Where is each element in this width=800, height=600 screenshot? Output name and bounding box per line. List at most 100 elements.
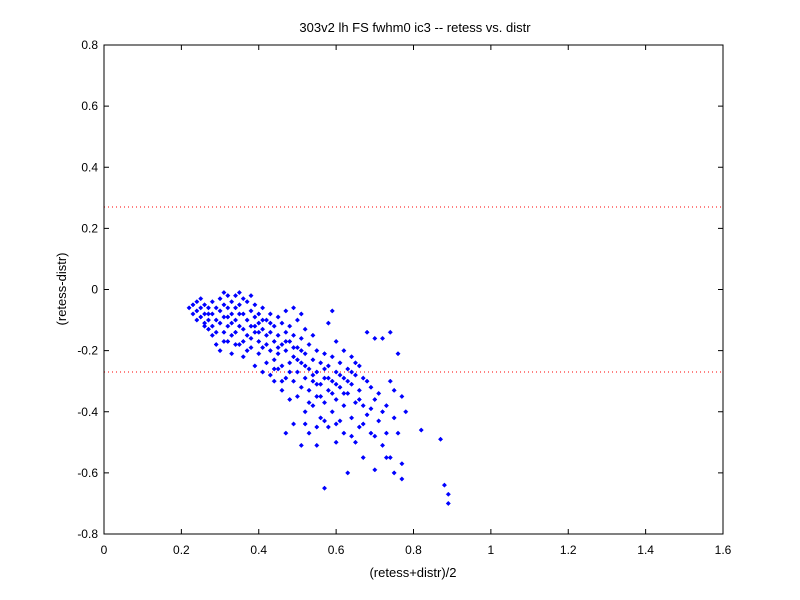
data-point bbox=[225, 338, 231, 345]
data-point bbox=[399, 393, 405, 400]
data-point bbox=[318, 360, 324, 366]
data-point bbox=[236, 311, 242, 317]
data-point bbox=[202, 302, 208, 308]
data-point bbox=[283, 338, 289, 345]
y-tick-label: 0.2 bbox=[81, 221, 98, 235]
data-point bbox=[240, 311, 246, 317]
x-tick-label: 0.2 bbox=[173, 543, 190, 557]
data-point bbox=[360, 455, 366, 461]
data-point bbox=[260, 305, 266, 311]
x-tick-label: 1.2 bbox=[560, 543, 577, 557]
data-point bbox=[263, 341, 270, 348]
data-point bbox=[209, 332, 215, 338]
data-point bbox=[379, 335, 386, 341]
data-point bbox=[202, 323, 208, 329]
data-point bbox=[275, 345, 281, 351]
data-point bbox=[291, 345, 297, 351]
data-point bbox=[387, 378, 393, 384]
data-point bbox=[186, 305, 192, 311]
data-point bbox=[418, 427, 424, 433]
data-point bbox=[364, 329, 370, 335]
data-point bbox=[213, 341, 219, 348]
data-point bbox=[306, 341, 312, 348]
data-point bbox=[314, 369, 320, 375]
data-point bbox=[372, 335, 378, 341]
data-point bbox=[232, 329, 239, 335]
x-tick-label: 0.6 bbox=[328, 543, 345, 557]
data-point bbox=[310, 403, 316, 409]
data-point bbox=[236, 302, 242, 308]
y-tick-label: -0.2 bbox=[77, 344, 98, 358]
data-point bbox=[248, 345, 254, 351]
data-point bbox=[205, 326, 212, 332]
data-point bbox=[232, 317, 239, 323]
data-point bbox=[368, 430, 374, 436]
data-point bbox=[291, 421, 297, 427]
data-point bbox=[229, 320, 235, 326]
data-point bbox=[271, 357, 277, 363]
data-point bbox=[198, 296, 204, 302]
data-point bbox=[306, 400, 312, 406]
data-point bbox=[287, 369, 293, 375]
data-point bbox=[321, 400, 328, 406]
data-point bbox=[287, 396, 293, 403]
data-point bbox=[337, 384, 343, 390]
data-point bbox=[240, 296, 246, 302]
data-point bbox=[260, 326, 266, 332]
data-point bbox=[356, 363, 362, 369]
data-point bbox=[329, 390, 335, 396]
data-point bbox=[360, 421, 366, 427]
data-point bbox=[345, 390, 351, 396]
data-point bbox=[387, 329, 393, 335]
data-point bbox=[372, 433, 378, 439]
data-point bbox=[325, 363, 331, 369]
data-point bbox=[294, 345, 300, 351]
data-point bbox=[229, 311, 235, 317]
data-point bbox=[337, 372, 343, 378]
data-point bbox=[368, 384, 374, 390]
data-point bbox=[279, 363, 285, 369]
data-point bbox=[275, 366, 281, 372]
x-tick-label: 0.4 bbox=[250, 543, 267, 557]
data-point bbox=[445, 491, 451, 497]
data-point bbox=[445, 500, 451, 506]
data-point bbox=[341, 430, 347, 436]
data-point bbox=[217, 348, 223, 354]
data-point bbox=[213, 329, 219, 335]
data-point bbox=[310, 378, 316, 384]
data-point bbox=[391, 415, 397, 421]
data-point bbox=[232, 305, 239, 311]
data-point bbox=[318, 393, 324, 400]
data-point bbox=[217, 320, 223, 326]
data-point bbox=[325, 375, 331, 381]
data-point bbox=[321, 485, 328, 491]
data-point bbox=[217, 308, 223, 314]
data-point bbox=[310, 357, 316, 363]
data-point bbox=[318, 415, 324, 421]
data-point bbox=[194, 308, 200, 314]
data-point bbox=[302, 363, 308, 369]
data-point bbox=[209, 311, 215, 317]
data-point bbox=[298, 384, 304, 390]
data-point bbox=[283, 430, 289, 436]
data-point bbox=[294, 393, 300, 400]
data-point bbox=[240, 354, 246, 360]
data-point bbox=[275, 351, 281, 357]
data-point bbox=[333, 369, 339, 375]
data-point bbox=[441, 482, 448, 488]
data-point bbox=[190, 311, 196, 317]
data-point bbox=[271, 323, 277, 329]
data-point bbox=[379, 442, 386, 448]
data-point bbox=[291, 332, 297, 338]
data-point bbox=[360, 403, 366, 409]
data-point bbox=[341, 375, 347, 381]
data-point bbox=[302, 326, 308, 332]
data-point bbox=[349, 354, 355, 360]
data-point bbox=[294, 369, 300, 375]
data-point bbox=[321, 418, 328, 424]
y-tick-label: 0.6 bbox=[81, 99, 98, 113]
data-point bbox=[352, 400, 359, 406]
data-point bbox=[252, 363, 258, 369]
data-point bbox=[345, 366, 351, 372]
